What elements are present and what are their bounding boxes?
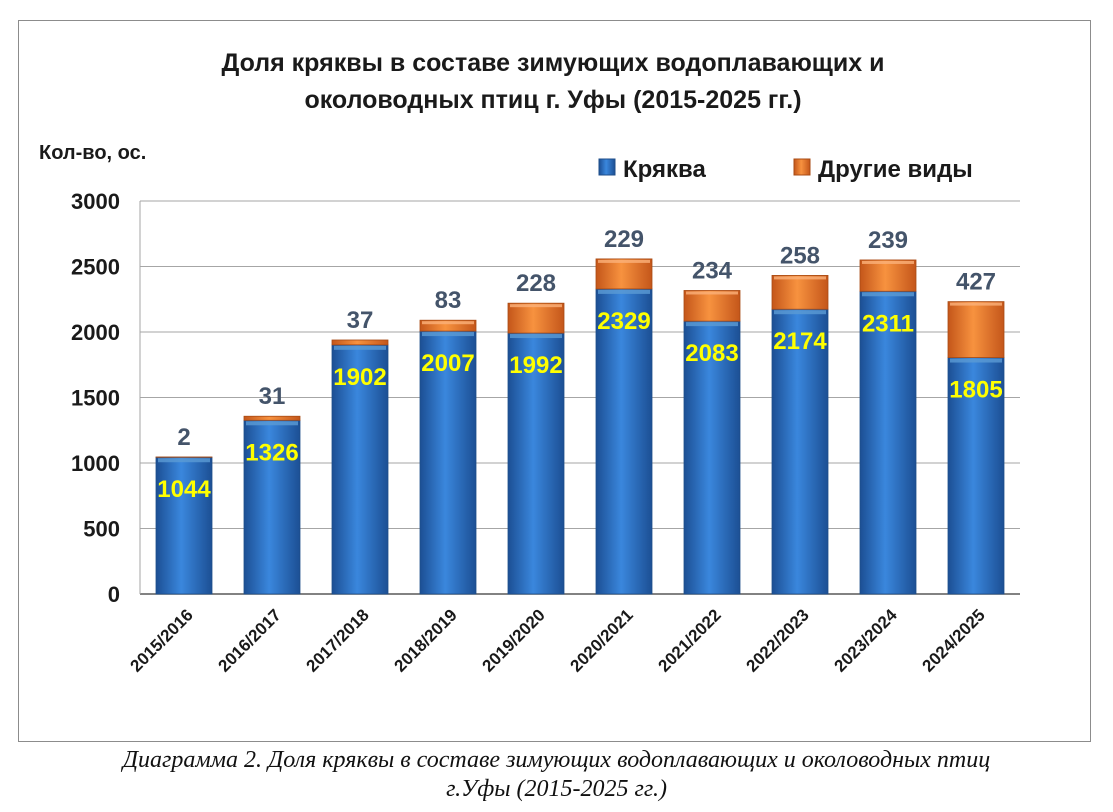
data-label-kryakva: 2007	[421, 350, 474, 377]
bar-kryakva	[155, 456, 213, 595]
bar-kryakva-bevel	[422, 332, 474, 337]
caption-line-1: Диаграмма 2. Доля кряквы в составе зимую…	[122, 747, 991, 773]
data-label-kryakva: 1044	[157, 476, 211, 503]
legend-label: Кряква	[623, 156, 706, 183]
legend-swatch	[598, 158, 616, 176]
data-label-other-species: 258	[780, 242, 820, 269]
bar-kryakva	[859, 290, 917, 595]
bar-kryakva-bevel	[158, 458, 210, 463]
y-tick-label: 1000	[71, 451, 120, 476]
bar-other-species	[947, 301, 1005, 358]
data-label-kryakva: 2311	[862, 310, 914, 337]
bar-other-bevel	[598, 259, 650, 263]
data-label-kryakva: 2174	[773, 328, 827, 355]
x-axis-ticks: 2015/2016 2016/2017 2017/2018 2018/2019 2019…	[127, 605, 989, 676]
bar-kryakva	[595, 288, 653, 595]
bar-kryakva	[331, 344, 389, 595]
y-tick-label: 2500	[71, 255, 120, 280]
bar-other-species	[683, 290, 741, 322]
bar-kryakva	[419, 330, 477, 595]
data-label-kryakva: 2083	[685, 340, 738, 367]
legend-label: Другие виды	[818, 156, 973, 183]
bar-other-species	[859, 259, 917, 292]
chart-title-line-1: Доля кряквы в составе зимующих водоплава…	[221, 49, 884, 77]
data-label-kryakva: 1992	[509, 352, 562, 379]
y-tick-label: 2000	[71, 320, 120, 345]
y-tick-label: 0	[108, 582, 120, 607]
bar-kryakva	[683, 320, 741, 595]
bar-other-bevel	[510, 304, 562, 308]
bar-other-species	[507, 302, 565, 334]
data-label-other-species: 228	[516, 270, 556, 297]
x-tick-label: 2023/2024	[831, 605, 902, 676]
x-tick-label: 2017/2018	[303, 605, 373, 675]
y-tick-label: 3000	[71, 189, 120, 214]
y-tick-label: 1500	[71, 386, 120, 411]
bar-other-species	[419, 319, 477, 332]
x-tick-label: 2015/2016	[127, 605, 197, 675]
caption-line-2: г.Уфы (2015-2025 гг.)	[446, 776, 667, 802]
data-label-kryakva: 1902	[333, 364, 386, 391]
bar-other-species	[595, 258, 653, 290]
data-label-other-species: 229	[604, 226, 644, 253]
y-tick-label: 500	[83, 517, 120, 542]
data-label-other-species: 37	[347, 307, 374, 334]
x-tick-label: 2018/2019	[391, 605, 461, 675]
bar-kryakva-bevel	[774, 310, 826, 315]
bar-other-bevel	[686, 291, 738, 295]
bar-kryakva-bevel	[686, 322, 738, 327]
data-label-other-species: 2	[177, 424, 190, 451]
bar-other-bevel	[422, 321, 474, 325]
bar-other-species	[243, 415, 301, 421]
legend: Кряква Другие виды	[598, 156, 973, 183]
bar-kryakva-bevel	[334, 345, 386, 350]
x-tick-label: 2016/2017	[215, 605, 285, 675]
legend-item-other-species: Другие виды	[793, 156, 973, 183]
bar-kryakva	[947, 357, 1005, 595]
data-label-other-species: 83	[435, 287, 462, 314]
x-tick-label: 2024/2025	[919, 605, 989, 675]
y-axis-label: Кол-во, ос.	[39, 142, 146, 164]
bar-kryakva-bevel	[246, 421, 298, 426]
chart-frame: Доля кряквы в составе зимующих водоплава…	[18, 20, 1091, 742]
bar-kryakva	[771, 308, 829, 595]
data-label-kryakva: 2329	[597, 308, 650, 335]
data-label-other-species: 239	[868, 227, 908, 254]
bar-other-bevel	[862, 260, 914, 264]
bar-kryakva	[243, 419, 301, 595]
bars	[155, 258, 1005, 595]
bar-kryakva-bevel	[510, 334, 562, 339]
data-label-other-species: 31	[259, 383, 286, 410]
legend-item-kryakva: Кряква	[598, 156, 706, 183]
x-tick-label: 2022/2023	[743, 605, 813, 675]
x-tick-label: 2020/2021	[567, 605, 637, 675]
x-tick-label: 2021/2022	[655, 605, 725, 675]
bar-other-species	[771, 275, 829, 310]
data-label-kryakva: 1805	[949, 377, 1002, 404]
chart-svg: Доля кряквы в составе зимующих водоплава…	[39, 49, 1020, 676]
x-tick-label: 2019/2020	[479, 605, 549, 675]
bar-kryakva-bevel	[950, 358, 1002, 363]
bar-kryakva-bevel	[598, 289, 650, 294]
bar-other-species	[331, 339, 389, 346]
bar-kryakva	[507, 332, 565, 595]
data-label-other-species: 427	[956, 269, 996, 296]
legend-swatch	[793, 158, 811, 176]
bar-other-bevel	[950, 302, 1002, 306]
chart-title-line-2: околоводных птиц г. Уфы (2015-2025 гг.)	[304, 86, 801, 114]
bar-other-bevel	[774, 276, 826, 280]
figure-caption: Диаграмма 2. Доля кряквы в составе зимую…	[0, 746, 1113, 804]
y-axis-ticks: 0 500 1000 1500 2000 2500 3000	[71, 189, 120, 607]
bar-kryakva-bevel	[862, 292, 914, 297]
data-label-other-species: 234	[692, 257, 733, 284]
data-label-kryakva: 1326	[245, 439, 298, 466]
data-labels: 1044 2 1326 31 1902 37 2007 83 1992 228 2329 229 208…	[157, 226, 1002, 503]
